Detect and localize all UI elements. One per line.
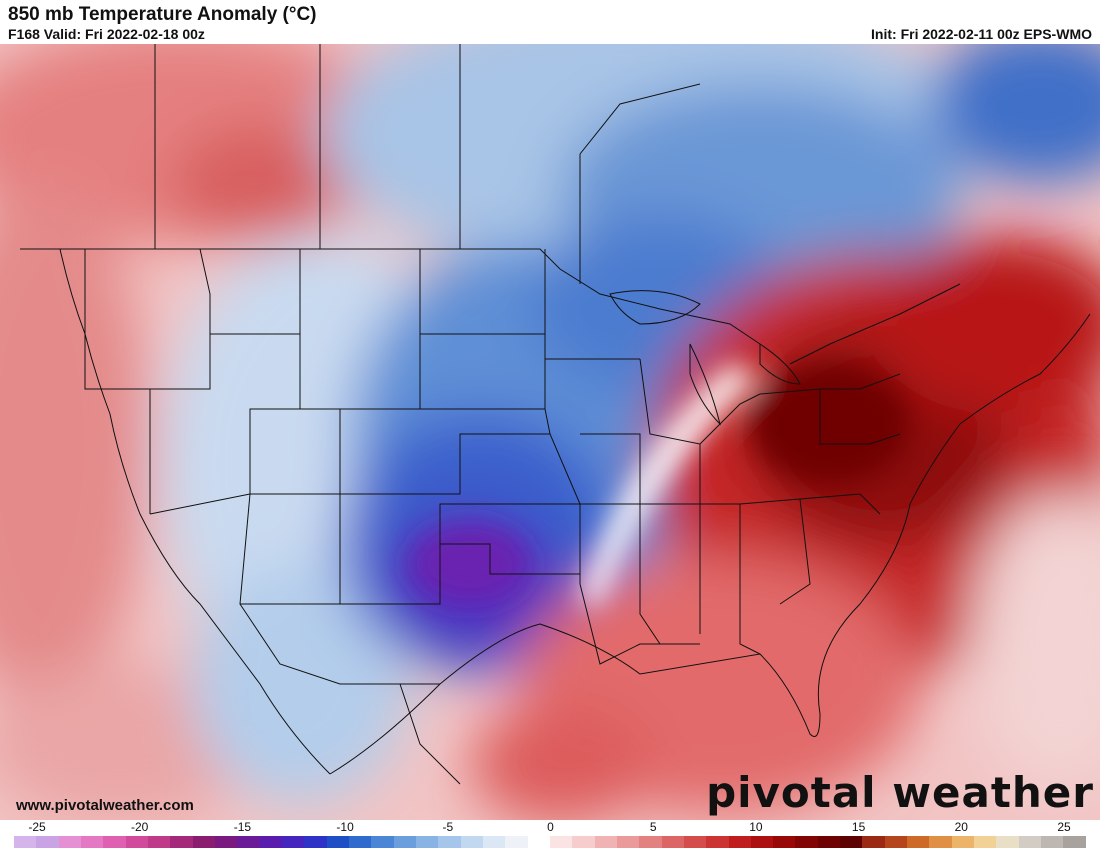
legend-swatch xyxy=(326,836,349,848)
legend-swatch xyxy=(639,836,662,848)
legend-swatch xyxy=(951,836,975,848)
legend-swatch xyxy=(371,836,394,848)
legend-color-strip xyxy=(14,836,1086,848)
legend-swatch xyxy=(996,836,1019,848)
legend-tick-label: 10 xyxy=(749,820,763,834)
legend-swatch xyxy=(170,836,193,848)
legend-swatch xyxy=(817,836,841,848)
legend-tick-label: 5 xyxy=(649,820,657,834)
state-borders xyxy=(20,44,1091,785)
legend-swatch xyxy=(974,836,997,848)
legend-swatch xyxy=(661,836,684,848)
legend-swatch xyxy=(214,836,238,848)
legend-swatch xyxy=(460,836,483,848)
legend-swatch xyxy=(549,836,573,848)
legend-swatch xyxy=(840,836,863,848)
legend-swatch xyxy=(706,836,729,848)
legend-swatch xyxy=(929,836,952,848)
legend-tick-label: 0 xyxy=(547,820,554,834)
init-time: Init: Fri 2022-02-11 00z EPS-WMO xyxy=(871,26,1092,42)
website-label: www.pivotalweather.com xyxy=(16,797,194,814)
legend-swatch xyxy=(393,836,416,848)
legend-swatch xyxy=(147,836,171,848)
legend-tick-label: 20 xyxy=(954,820,968,834)
legend-tick-label: -10 xyxy=(336,820,354,834)
legend-swatch xyxy=(1041,836,1064,848)
legend-swatch xyxy=(683,836,707,848)
legend-swatch xyxy=(438,836,461,848)
legend-swatch xyxy=(482,836,506,848)
legend-swatch xyxy=(281,836,305,848)
legend-swatch xyxy=(750,836,774,848)
legend-swatch xyxy=(594,836,617,848)
legend-tick-label: -20 xyxy=(131,820,149,834)
legend-swatch xyxy=(14,836,37,848)
legend-swatch xyxy=(36,836,59,848)
brand-logo: pivotal weather xyxy=(706,768,1094,817)
legend-tick-label: -15 xyxy=(233,820,252,834)
valid-time: F168 Valid: Fri 2022-02-18 00z xyxy=(8,26,205,42)
legend-swatch xyxy=(572,836,595,848)
legend-swatch xyxy=(415,836,439,848)
legend-swatch xyxy=(348,836,372,848)
legend-swatch xyxy=(80,836,104,848)
anomaly-map xyxy=(0,44,1100,820)
color-legend: -25 -20 -15 -10 -5 0 5 10 15 20 25 xyxy=(0,820,1100,850)
legend-tick-label: 25 xyxy=(1057,820,1071,834)
legend-swatch xyxy=(125,836,148,848)
legend-swatch xyxy=(884,836,908,848)
legend-swatch xyxy=(304,836,327,848)
legend-tick-label: 15 xyxy=(851,820,866,834)
legend-swatch xyxy=(505,836,528,848)
legend-swatch xyxy=(728,836,751,848)
legend-swatch xyxy=(907,836,930,848)
legend-tick-label: -25 xyxy=(28,820,46,834)
legend-swatch xyxy=(58,836,81,848)
legend-swatch xyxy=(103,836,126,848)
legend-swatch xyxy=(773,836,796,848)
legend-swatch xyxy=(259,836,282,848)
legend-swatch xyxy=(237,836,260,848)
legend-swatch xyxy=(862,836,885,848)
legend-swatch xyxy=(192,836,215,848)
legend-tick-label: -5 xyxy=(442,820,454,834)
temperature-anomaly-field xyxy=(0,44,1100,820)
legend-swatch xyxy=(527,836,550,848)
map-header: 850 mb Temperature Anomaly (°C) F168 Val… xyxy=(0,0,1100,44)
legend-swatch xyxy=(795,836,818,848)
map-canvas xyxy=(0,44,1100,820)
legend-swatch xyxy=(1063,836,1086,848)
map-title: 850 mb Temperature Anomaly (°C) xyxy=(8,4,317,25)
legend-swatch xyxy=(616,836,640,848)
legend-swatch xyxy=(1018,836,1042,848)
